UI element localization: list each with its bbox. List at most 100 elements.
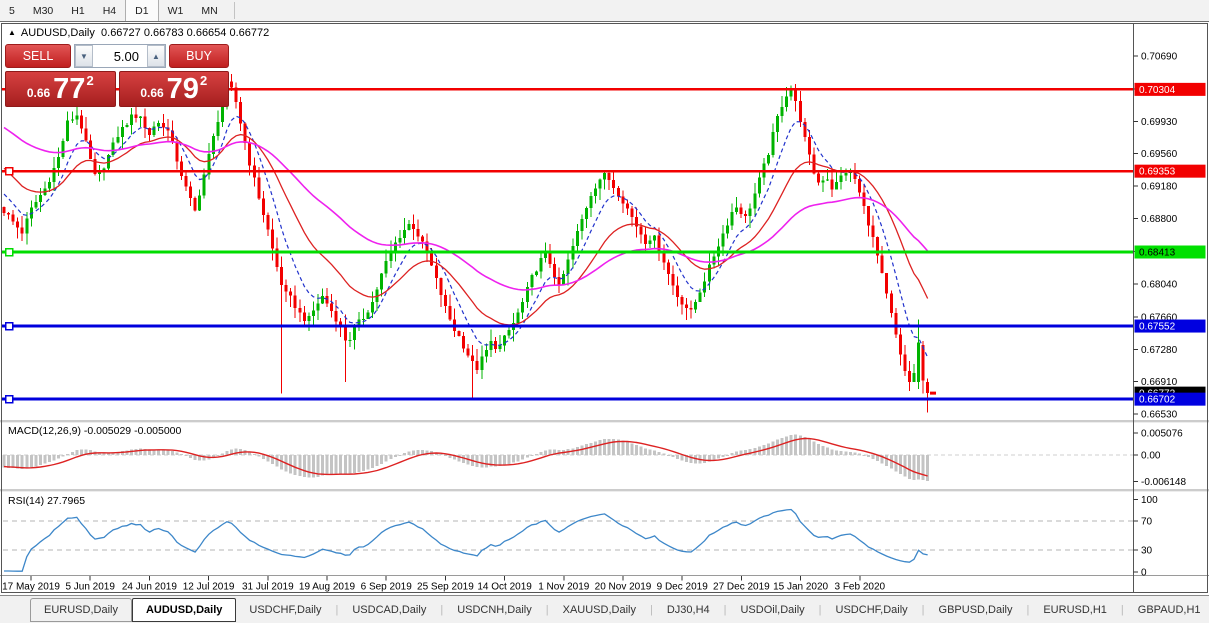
candle-bear (289, 291, 293, 296)
macd-bar (366, 455, 370, 470)
toolbar-separator (233, 2, 235, 19)
candle-bull (361, 318, 365, 320)
macd-bar (907, 455, 911, 479)
candle-bear (857, 179, 861, 193)
candle-bull (389, 250, 393, 262)
collapse-triangle-icon[interactable]: ▲ (8, 28, 16, 37)
macd-bar (448, 455, 452, 458)
support-line-1-anchor[interactable] (4, 321, 14, 331)
timeframe-button-mn[interactable]: MN (201, 4, 218, 17)
candle-bull (580, 218, 584, 231)
date-label: 20 Nov 2019 (595, 582, 652, 593)
candle-bull (102, 168, 106, 172)
date-label: 15 Jan 2020 (773, 582, 828, 593)
candle-bull (562, 274, 566, 285)
volume-field[interactable]: 5.00 (93, 45, 147, 67)
one-click-trading-panel: SELL ▼ 5.00 ▲ BUY 0.66 77 2 0.66 79 2 (5, 44, 229, 107)
tab-gbpusd-daily[interactable]: GBPUSD,Daily (938, 603, 1013, 616)
timeframe-button-w1[interactable]: W1 (167, 4, 184, 17)
macd-bar (184, 455, 188, 457)
macd-bar (152, 449, 156, 455)
tab-usdchf-daily[interactable]: USDCHF,Daily (835, 603, 908, 616)
macd-bar (739, 450, 743, 455)
macd-bar (876, 455, 880, 461)
tab-eurusd-daily[interactable]: EURUSD,Daily (30, 597, 132, 622)
sell-price-box[interactable]: 0.66 77 2 (5, 71, 116, 107)
timeframe-button-m30[interactable]: M30 (32, 4, 54, 17)
candle-bear (134, 114, 138, 118)
macd-bar (498, 455, 502, 466)
macd-bar (134, 448, 138, 455)
macd-bar (689, 455, 693, 464)
macd-bar (29, 455, 33, 468)
macd-bar (220, 453, 224, 455)
candle-bear (685, 304, 688, 309)
candle-bear (161, 122, 165, 128)
macd-bar (662, 453, 666, 455)
sell-button[interactable]: SELL (5, 44, 71, 68)
candle-bear (889, 293, 893, 314)
macd-bar (871, 455, 875, 459)
macd-bar (867, 455, 870, 457)
price-tick-label: 0.69560 (1141, 149, 1178, 160)
candle-bull (835, 182, 839, 190)
candle-bear (671, 274, 675, 286)
tab-usdcnh-daily[interactable]: USDCNH,Daily (457, 603, 532, 616)
resistance-line-2-anchor[interactable] (4, 166, 14, 176)
buy-price-box[interactable]: 0.66 79 2 (118, 71, 229, 107)
macd-bar (66, 453, 70, 455)
timeframe-button-h1[interactable]: H1 (71, 4, 85, 17)
macd-bar (348, 455, 352, 475)
candle-bull (594, 188, 597, 197)
macd-bar (120, 451, 124, 455)
timeframe-button-d1[interactable]: D1 (125, 0, 159, 21)
macd-bar (43, 455, 47, 464)
candle-bear (298, 307, 302, 313)
candle-bull (398, 237, 402, 243)
macd-bar (198, 455, 202, 461)
macd-bar (361, 455, 365, 471)
volume-increase-icon[interactable]: ▲ (147, 45, 165, 67)
timeframe-button-h4[interactable]: H4 (102, 4, 117, 17)
date-label: 25 Sep 2019 (417, 582, 474, 593)
candle-bull (402, 229, 406, 238)
buy-button[interactable]: BUY (169, 44, 229, 68)
macd-bar (625, 441, 629, 455)
tab-dj30-h4[interactable]: DJ30,H4 (666, 603, 710, 616)
macd-bar (216, 455, 220, 456)
candle-bear (475, 360, 479, 370)
candle-bull (757, 177, 761, 194)
candle-bear (744, 213, 748, 217)
candle-bear (230, 81, 233, 88)
price-tag (1134, 245, 1206, 259)
macd-bar (2, 455, 6, 468)
tab-usdcad-daily[interactable]: USDCAD,Daily (352, 603, 427, 616)
candle-bear (166, 127, 170, 131)
tab-eurusd-h1[interactable]: EURUSD,H1 (1043, 603, 1107, 616)
support-line-2-anchor[interactable] (4, 394, 14, 404)
macd-bar (307, 455, 311, 478)
candle-bull (371, 301, 375, 313)
candle-bear (903, 354, 907, 372)
volume-decrease-icon[interactable]: ▼ (75, 45, 93, 67)
candle-bull (380, 273, 384, 290)
macd-bar (143, 448, 147, 455)
macd-bar (34, 455, 38, 467)
tab-audusd-daily[interactable]: AUDUSD,Daily (131, 597, 237, 622)
timeframe-button-5[interactable]: 5 (9, 4, 15, 17)
tab-xauusd-daily[interactable]: XAUUSD,Daily (562, 603, 636, 616)
timeframe-toolbar: 5 M30 H1 H4 D1 W1 MN (0, 0, 1209, 22)
candle-bull (780, 106, 784, 116)
macd-bar (371, 455, 375, 469)
tab-gbpaud-h1[interactable]: GBPAUD,H1 (1137, 603, 1201, 616)
tab-usdoil-daily[interactable]: USDOil,Daily (740, 603, 805, 616)
price-tag (1134, 319, 1206, 333)
macd-bar (889, 455, 893, 469)
macd-bar (735, 451, 739, 455)
candle-bull (725, 225, 729, 234)
candle-bull (534, 271, 538, 276)
candle-bull (653, 235, 657, 241)
tab-usdchf-daily[interactable]: USDCHF,Daily (249, 603, 322, 616)
pivot-line-anchor[interactable] (4, 247, 14, 257)
macd-bar (25, 455, 29, 469)
